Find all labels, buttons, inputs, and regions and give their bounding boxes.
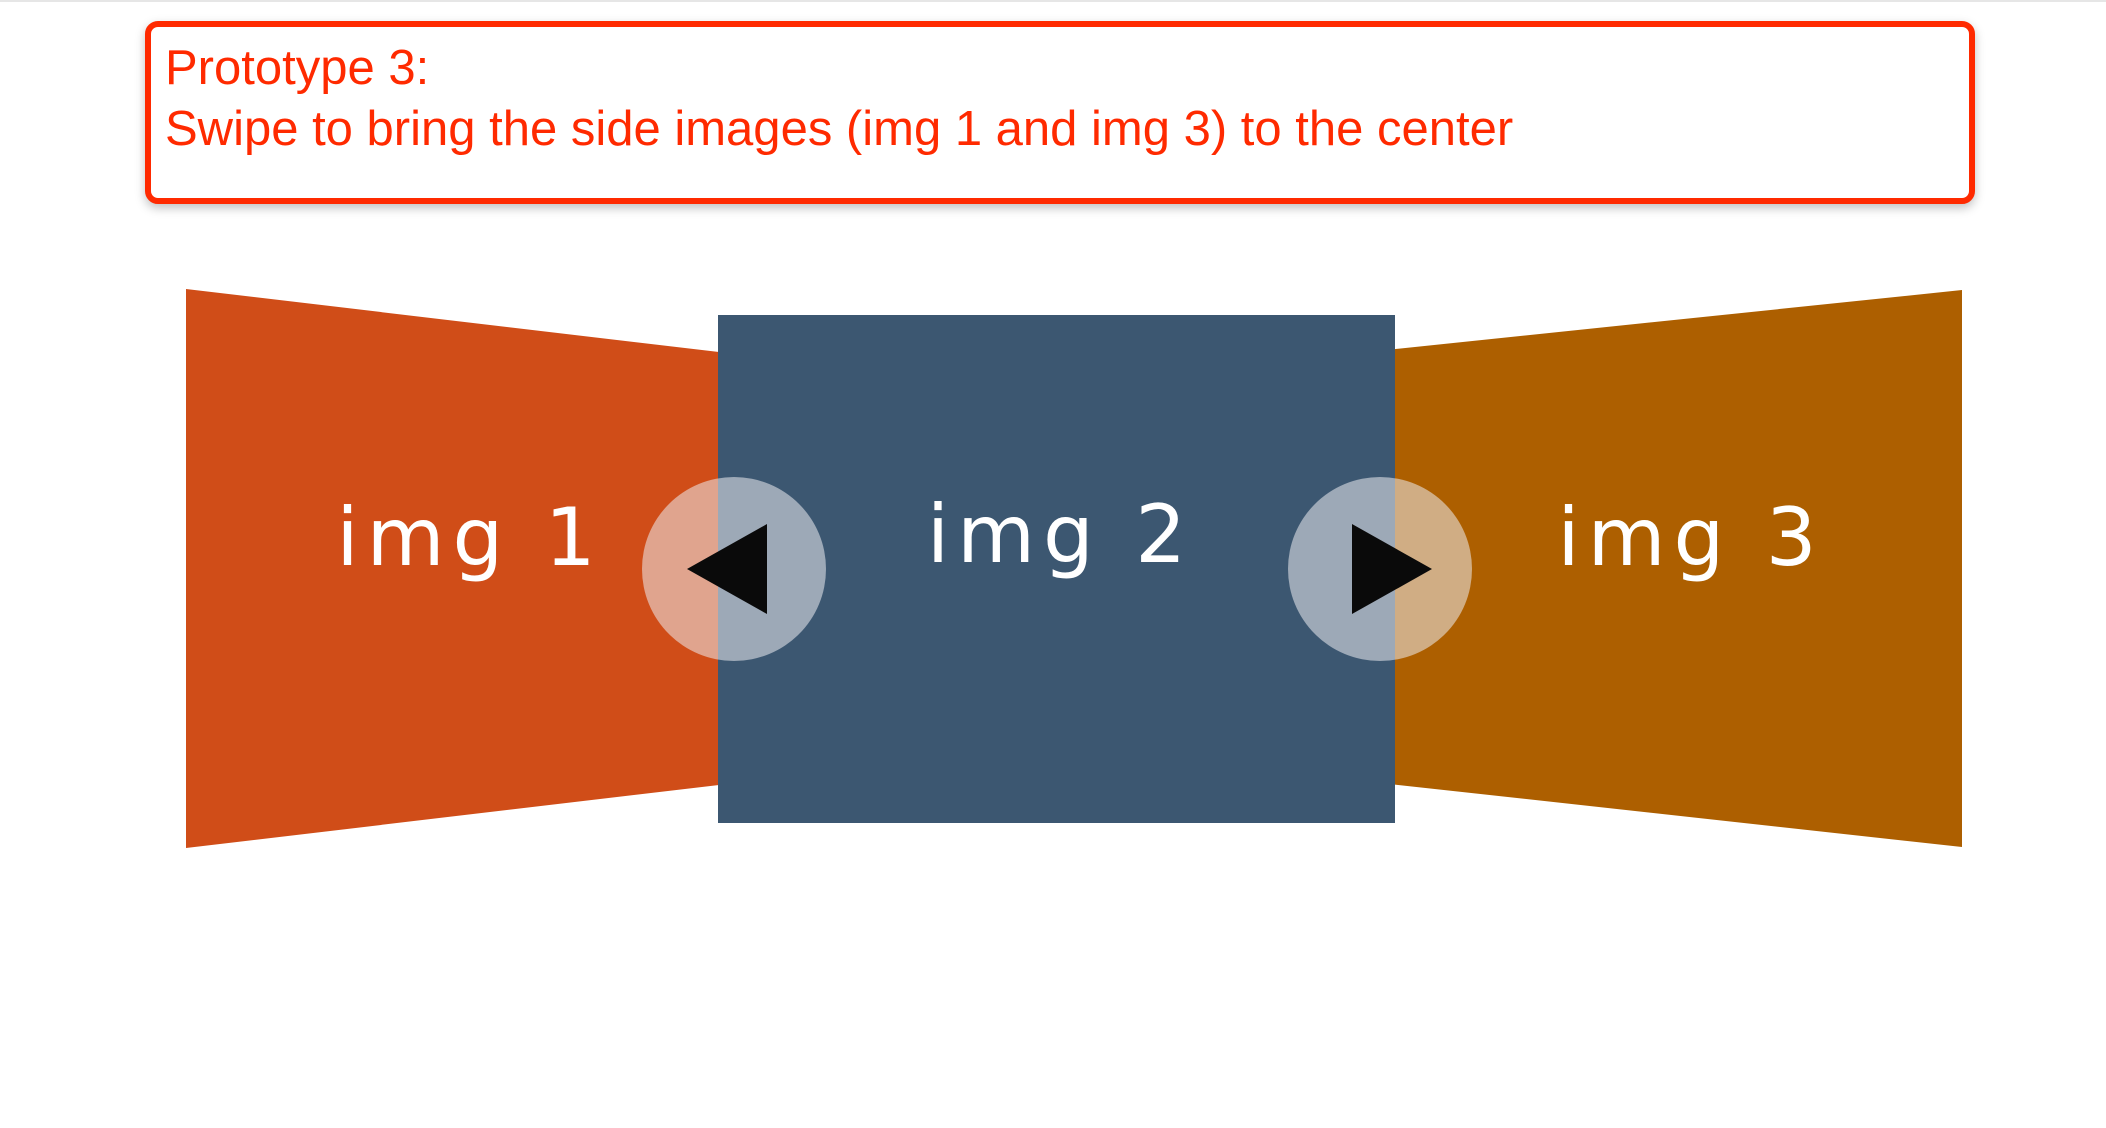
triangle-right-icon: [1352, 524, 1432, 614]
prototype-note: Prototype 3: Swipe to bring the side ima…: [145, 21, 1975, 204]
triangle-left-icon: [687, 524, 767, 614]
window-top-border: [0, 0, 2106, 2]
slide-label: img 1: [336, 490, 604, 584]
previous-button[interactable]: [642, 477, 826, 661]
carousel-slide-img-1[interactable]: img 1: [186, 289, 720, 848]
next-button[interactable]: [1288, 477, 1472, 661]
slide-label: img 2: [926, 488, 1195, 581]
carousel-slide-img-2[interactable]: img 2: [718, 315, 1395, 823]
note-instruction: Swipe to bring the side images (img 1 an…: [165, 102, 1514, 156]
carousel-slide-img-3[interactable]: img 3: [1390, 290, 1962, 847]
slide-label: img 3: [1557, 490, 1825, 584]
note-title: Prototype 3:: [165, 41, 430, 95]
